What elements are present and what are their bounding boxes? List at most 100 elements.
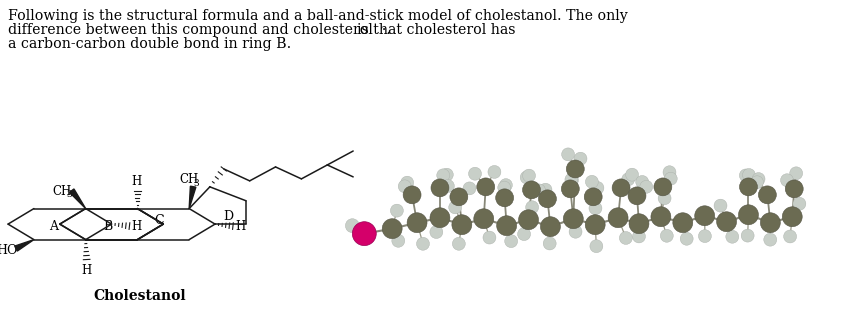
Circle shape — [452, 215, 471, 234]
Text: H: H — [235, 220, 245, 233]
Circle shape — [749, 176, 763, 189]
Text: HO: HO — [0, 244, 18, 257]
Circle shape — [738, 205, 758, 225]
Circle shape — [398, 180, 411, 193]
Circle shape — [782, 207, 801, 227]
Circle shape — [716, 212, 736, 232]
Circle shape — [436, 169, 449, 182]
Circle shape — [565, 173, 577, 186]
Circle shape — [760, 213, 779, 233]
Circle shape — [441, 180, 454, 193]
Text: H: H — [131, 175, 141, 188]
Circle shape — [632, 230, 645, 243]
Circle shape — [789, 167, 802, 180]
Text: 3: 3 — [67, 190, 73, 199]
Circle shape — [608, 208, 627, 228]
Circle shape — [483, 231, 495, 244]
Circle shape — [784, 180, 803, 198]
Circle shape — [561, 148, 574, 161]
Circle shape — [625, 168, 638, 181]
Circle shape — [518, 210, 538, 230]
Circle shape — [430, 179, 448, 197]
Circle shape — [698, 230, 711, 243]
Polygon shape — [189, 186, 196, 209]
Text: B: B — [103, 220, 112, 233]
Circle shape — [381, 219, 402, 239]
Circle shape — [751, 172, 764, 185]
Circle shape — [588, 202, 601, 215]
Circle shape — [390, 204, 403, 217]
Circle shape — [635, 175, 648, 188]
Text: A: A — [49, 220, 58, 233]
Circle shape — [473, 209, 493, 229]
Circle shape — [565, 160, 583, 178]
Circle shape — [585, 215, 604, 234]
Circle shape — [476, 178, 494, 196]
Circle shape — [499, 179, 511, 192]
Circle shape — [782, 230, 796, 243]
Circle shape — [659, 229, 673, 242]
Circle shape — [430, 225, 442, 238]
Circle shape — [650, 207, 670, 227]
Text: Cholestanol: Cholestanol — [94, 289, 186, 303]
Circle shape — [452, 237, 465, 250]
Circle shape — [694, 206, 714, 226]
Circle shape — [497, 181, 510, 194]
Circle shape — [345, 219, 359, 233]
Circle shape — [525, 201, 538, 214]
Circle shape — [725, 230, 738, 243]
Circle shape — [740, 229, 753, 242]
Circle shape — [532, 184, 545, 197]
Circle shape — [522, 181, 540, 199]
Text: D: D — [223, 210, 233, 223]
Circle shape — [495, 189, 513, 207]
Circle shape — [543, 237, 555, 250]
Text: C: C — [154, 214, 164, 227]
Circle shape — [517, 228, 530, 241]
Circle shape — [538, 183, 551, 196]
Circle shape — [792, 197, 805, 210]
Circle shape — [522, 169, 535, 182]
Circle shape — [672, 213, 692, 233]
Circle shape — [440, 168, 452, 181]
Circle shape — [573, 152, 587, 165]
Circle shape — [583, 188, 602, 206]
Circle shape — [563, 209, 582, 229]
Circle shape — [619, 232, 631, 245]
Circle shape — [763, 233, 776, 246]
Circle shape — [738, 169, 751, 182]
Text: a carbon-carbon double bond in ring B.: a carbon-carbon double bond in ring B. — [8, 36, 291, 51]
Circle shape — [585, 175, 598, 188]
Circle shape — [400, 176, 414, 189]
Text: H: H — [132, 220, 142, 233]
Circle shape — [621, 173, 634, 186]
Text: CH: CH — [53, 185, 72, 198]
Text: Following is the structural formula and a ball-and-stick model of cholestanol. T: Following is the structural formula and … — [8, 9, 627, 23]
Circle shape — [663, 166, 675, 179]
Text: is that cholesterol has: is that cholesterol has — [357, 23, 515, 37]
Text: difference between this compound and cholesterol  ·.: difference between this compound and cho… — [8, 23, 391, 37]
Circle shape — [487, 165, 500, 178]
Circle shape — [407, 213, 426, 233]
Circle shape — [540, 217, 560, 237]
Circle shape — [568, 225, 582, 238]
Circle shape — [611, 179, 630, 197]
Circle shape — [589, 240, 602, 253]
Circle shape — [742, 169, 755, 182]
Circle shape — [463, 182, 475, 195]
Circle shape — [416, 237, 429, 250]
Text: CH: CH — [179, 173, 198, 186]
Circle shape — [627, 187, 645, 205]
Circle shape — [496, 216, 516, 236]
Text: H: H — [81, 264, 92, 276]
Text: 3: 3 — [193, 179, 198, 188]
Circle shape — [520, 171, 533, 184]
Circle shape — [628, 214, 648, 234]
Circle shape — [403, 186, 420, 204]
Circle shape — [352, 222, 376, 245]
Circle shape — [468, 167, 481, 180]
Circle shape — [738, 178, 756, 196]
Circle shape — [657, 192, 670, 205]
Circle shape — [590, 182, 603, 194]
Circle shape — [639, 180, 652, 193]
